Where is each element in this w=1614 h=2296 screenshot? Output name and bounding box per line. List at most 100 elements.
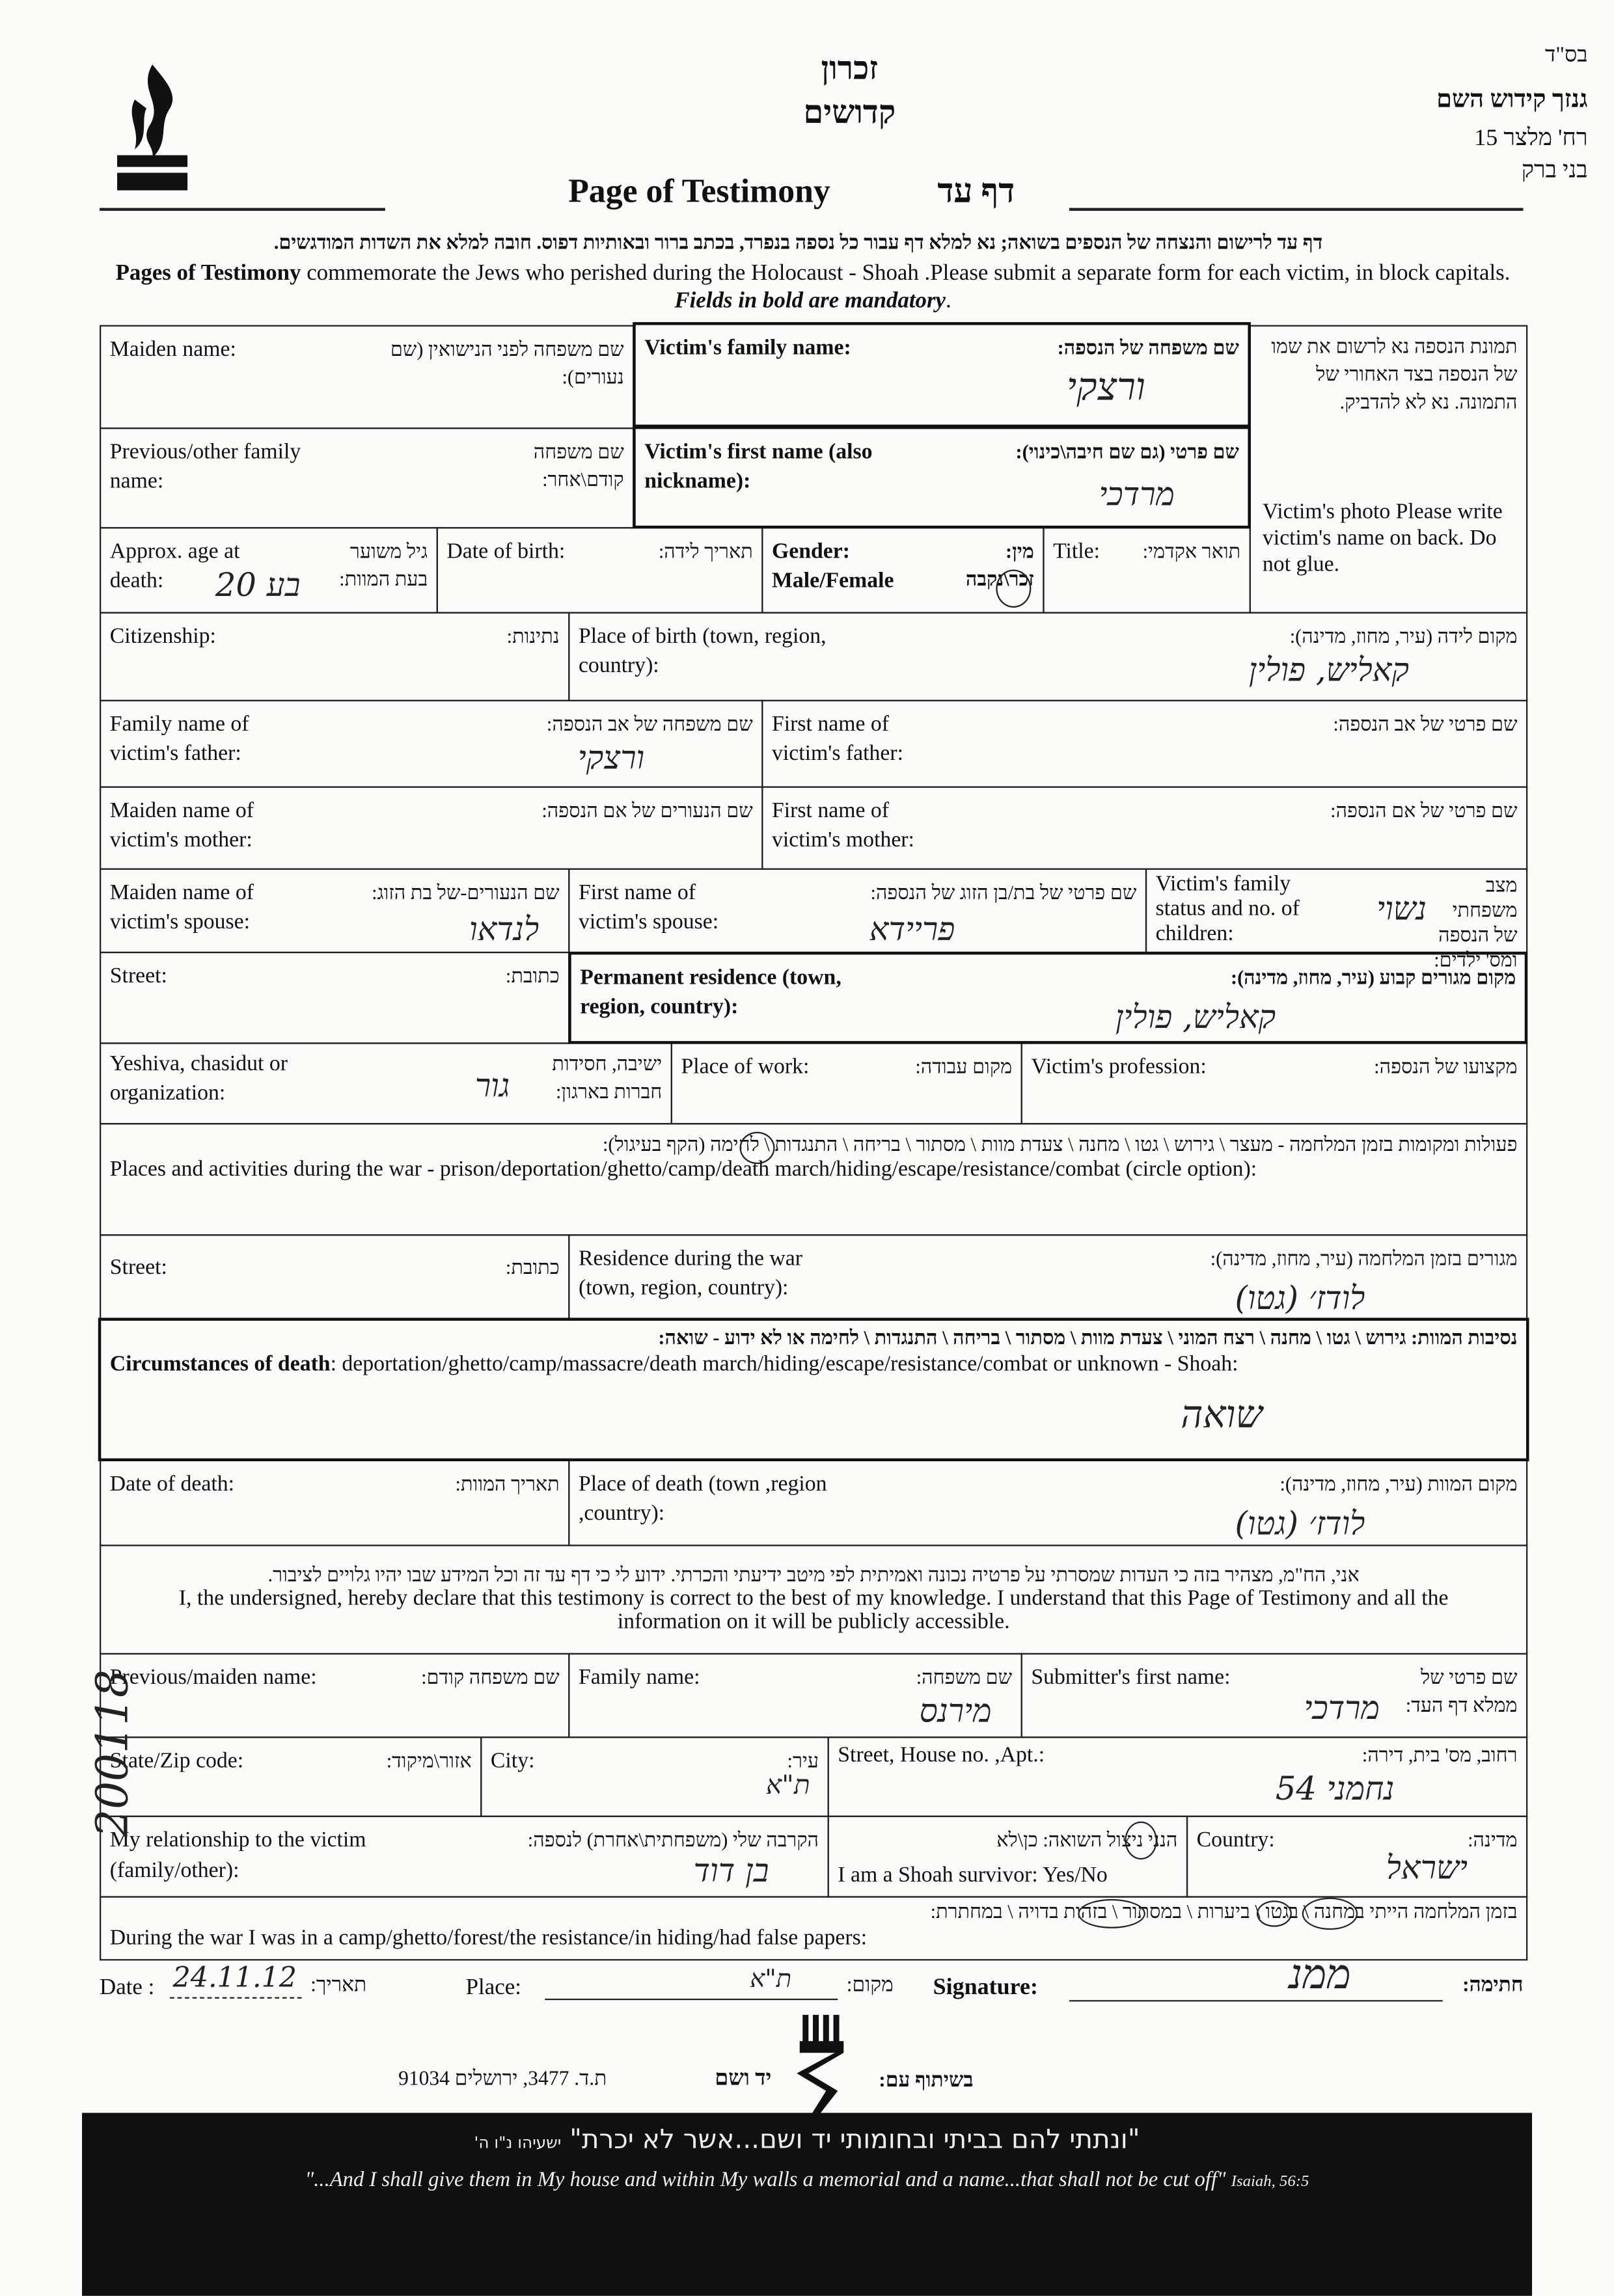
label-he: תאריך לידה: bbox=[658, 540, 753, 563]
label-he: נתינות: bbox=[506, 625, 560, 647]
camp-selected-circle bbox=[1302, 1897, 1358, 1930]
yad-vashem-menorah-icon bbox=[797, 2014, 844, 2118]
field-place-of-death[interactable]: Place of death (town ,region ,country): … bbox=[568, 1459, 1528, 1546]
label-he: מקום לידה (עיר, מחוז, מדינה): bbox=[1289, 625, 1518, 647]
label-he: בזמן המלחמה הייתי במחנה \ בגטו \ ביערות … bbox=[930, 1900, 1518, 1923]
ghetto-selected-circle bbox=[739, 1131, 775, 1165]
label-en: Citizenship: bbox=[109, 625, 216, 649]
label-he: גיל משוער בעת המוות: bbox=[339, 540, 428, 590]
handwritten-value: 20 בע bbox=[215, 568, 301, 605]
field-age-at-death[interactable]: Approx. age at death: גיל משוער בעת המוו… bbox=[100, 527, 438, 614]
quote-en-ref: Isaiah, 56:5 bbox=[1231, 2172, 1309, 2191]
label-en: Country: bbox=[1196, 1828, 1275, 1852]
field-war-street[interactable]: Street: כתובת: bbox=[100, 1234, 570, 1321]
submitter-zip[interactable]: State/Zip code: אזור\מיקוד: bbox=[100, 1736, 482, 1817]
label-en: Approx. age at death: bbox=[109, 540, 240, 593]
label-he: כתובת: bbox=[505, 1256, 560, 1278]
handwritten-value: לודז׳ (גטו) bbox=[1235, 1506, 1365, 1544]
handwritten-value: מירנס bbox=[919, 1694, 992, 1731]
date-label: Date : bbox=[100, 1975, 155, 2001]
field-maiden-name[interactable]: Maiden name: שם משפחה לפני הנישואין (שם … bbox=[100, 325, 635, 429]
quote-band: "ונתתי להם בביתי ובחומותי יד ושם...אשר ל… bbox=[82, 2113, 1533, 2296]
label-en: Victim's family status and no. of childr… bbox=[1155, 872, 1300, 946]
field-previous-family-name[interactable]: Previous/other family name: שם משפחה קוד… bbox=[100, 427, 635, 529]
submitter-survivor[interactable]: הנני ניצול השואה: כן\לא I am a Shoah sur… bbox=[827, 1815, 1188, 1898]
label-he: שם הנעורים של אם הנספה: bbox=[541, 799, 753, 822]
label-en: Maiden name: bbox=[109, 338, 236, 362]
instructions-en: Pages of Testimony commemorate the Jews … bbox=[115, 260, 1511, 314]
field-date-of-death[interactable]: Date of death: תאריך המוות: bbox=[100, 1459, 570, 1546]
handwritten-value: מרדכי bbox=[1304, 1691, 1380, 1728]
field-victim-family-name[interactable]: Victim's family name: שם משפחה של הנספה:… bbox=[633, 322, 1251, 428]
label-he: שם משפחה לפני הנישואין (שם נעורים): bbox=[390, 338, 624, 388]
label-en: My relationship to the victim (family/ot… bbox=[109, 1828, 366, 1884]
field-victim-first-name[interactable]: Victim's first name (also nickname): שם … bbox=[633, 425, 1251, 529]
field-title[interactable]: Title: תואר אקדמי: bbox=[1043, 527, 1251, 614]
field-family-status[interactable]: Victim's family status and no. of childr… bbox=[1145, 868, 1528, 971]
handwritten-value: ורצקי bbox=[577, 740, 645, 778]
label-en: Victim's family name: bbox=[644, 336, 851, 360]
label-en: Previous/other family name: bbox=[109, 440, 301, 494]
page-title-en: Page of Testimony bbox=[568, 172, 830, 209]
field-mother-first-name[interactable]: First name of victim's mother: שם פרטי ש… bbox=[761, 786, 1528, 870]
field-place-of-work[interactable]: Place of work: מקום עבודה: bbox=[670, 1042, 1022, 1125]
quote-he: "ונתתי להם בביתי ובחומותי יד ושם...אשר ל… bbox=[569, 2124, 1140, 2155]
label-en: : deportation/ghetto/camp/massacre/death… bbox=[330, 1353, 1238, 1377]
label-en: Places and activities during the war - p… bbox=[109, 1158, 1257, 1182]
label-en-bold: Circumstances of death bbox=[109, 1353, 331, 1377]
divider bbox=[1069, 208, 1524, 211]
label-en: Title: bbox=[1053, 540, 1101, 564]
label-he: שם משפחה קודם: bbox=[421, 1666, 560, 1688]
declaration-he: אני, הח"מ, מצהיר בזה כי העדות שמסרתי על … bbox=[267, 1563, 1360, 1586]
field-citizenship[interactable]: Citizenship: נתינות: bbox=[100, 612, 570, 701]
place-value[interactable]: ת"א bbox=[750, 1965, 792, 1995]
label-he: הקרבה שלי (משפחתית\אחרת) לנספה: bbox=[527, 1828, 819, 1851]
submitter-relationship[interactable]: My relationship to the victim (family/ot… bbox=[100, 1815, 829, 1898]
label-en: Permanent residence (town, region, count… bbox=[580, 966, 841, 1020]
declaration-en: I, the undersigned, hereby declare that … bbox=[178, 1587, 1449, 1634]
handwritten-value: מרדכי bbox=[1099, 477, 1175, 514]
place-line bbox=[545, 1998, 838, 2001]
field-war-activities[interactable]: פעולות ומקומות בזמן המלחמה - מעצר \ גירו… bbox=[100, 1123, 1528, 1236]
submitter-street[interactable]: Street, House no. ,Apt.: רחוב, מס' בית, … bbox=[827, 1736, 1528, 1817]
label-he: שם משפחה קודם\אחר: bbox=[533, 440, 624, 491]
label-en: State/Zip code: bbox=[109, 1749, 244, 1774]
handwritten-value: בן דוד bbox=[693, 1854, 769, 1891]
photo-instructions-en: Victim's photo Please write victim's nam… bbox=[1262, 500, 1503, 577]
field-place-of-birth[interactable]: Place of birth (town, region, country): … bbox=[568, 612, 1528, 701]
submitter-first-name[interactable]: Submitter's first name: שם פרטי של ממלא … bbox=[1020, 1653, 1528, 1738]
submitter-country[interactable]: Country: מדינה: ישראל bbox=[1186, 1815, 1528, 1898]
field-mother-maiden-name[interactable]: Maiden name of victim's mother: שם הנעור… bbox=[100, 786, 763, 870]
field-profession[interactable]: Victim's profession: מקצועו של הנספה: bbox=[1020, 1042, 1528, 1125]
field-spouse-maiden-name[interactable]: Maiden name of victim's spouse: שם הנעור… bbox=[100, 868, 570, 954]
submitter-during-war[interactable]: בזמן המלחמה הייתי במחנה \ בגטו \ ביערות … bbox=[100, 1896, 1528, 1961]
label-he: מקום מגורים קבוע (עיר, מחוז, מדינה): bbox=[1230, 966, 1516, 989]
field-war-residence[interactable]: Residence during the war (town, region, … bbox=[568, 1234, 1528, 1321]
photo-box[interactable]: תמונת הנספה נא לרשום את שמו של הנספה בצד… bbox=[1249, 325, 1528, 614]
submitter-previous-name[interactable]: Previous/maiden name: שם משפחה קודם: bbox=[100, 1653, 570, 1738]
label-en: First name of victim's father: bbox=[772, 712, 904, 766]
label-en: During the war I was in a camp/ghetto/fo… bbox=[109, 1926, 868, 1951]
submitter-family-name[interactable]: Family name: שם משפחה: מירנס bbox=[568, 1653, 1022, 1738]
signature[interactable]: ממנ bbox=[1289, 1950, 1351, 1999]
handwritten-value: ורצקי bbox=[1066, 366, 1145, 411]
submitter-city[interactable]: City: עיר: ת"א bbox=[480, 1736, 829, 1817]
flame-logo-icon bbox=[117, 64, 188, 191]
label-he: שם משפחה של אב הנספה: bbox=[546, 712, 753, 735]
field-father-family-name[interactable]: Family name of victim's father: שם משפחה… bbox=[100, 699, 763, 788]
yes-selected-circle bbox=[1125, 1821, 1157, 1860]
field-date-of-birth[interactable]: Date of birth: תאריך לידה: bbox=[436, 527, 763, 614]
field-permanent-residence[interactable]: Permanent residence (town, region, count… bbox=[568, 951, 1528, 1044]
field-yeshiva[interactable]: Yeshiva, chasidut or organization: ישיבה… bbox=[100, 1042, 672, 1125]
date-value[interactable]: 24.11.12 bbox=[172, 1962, 297, 1995]
instructions-mandatory-note: Fields in bold are mandatory bbox=[674, 288, 946, 314]
field-street[interactable]: Street: כתובת: bbox=[100, 951, 570, 1044]
field-gender[interactable]: Gender: Male/Female מין: זכר\נקבה bbox=[761, 527, 1045, 614]
field-spouse-first-name[interactable]: First name of victim's spouse: שם פרטי ש… bbox=[568, 868, 1147, 954]
handwritten-value: גור bbox=[474, 1068, 510, 1106]
field-father-first-name[interactable]: First name of victim's father: שם פרטי ש… bbox=[761, 699, 1528, 788]
field-circumstances-of-death[interactable]: נסיבות המוות: גירוש \ גטו \ מחנה \ רצח ה… bbox=[98, 1317, 1529, 1461]
gender-selected-circle bbox=[996, 569, 1032, 608]
label-he: מגורים בזמן המלחמה (עיר, מחוז, מדינה): bbox=[1210, 1247, 1518, 1270]
